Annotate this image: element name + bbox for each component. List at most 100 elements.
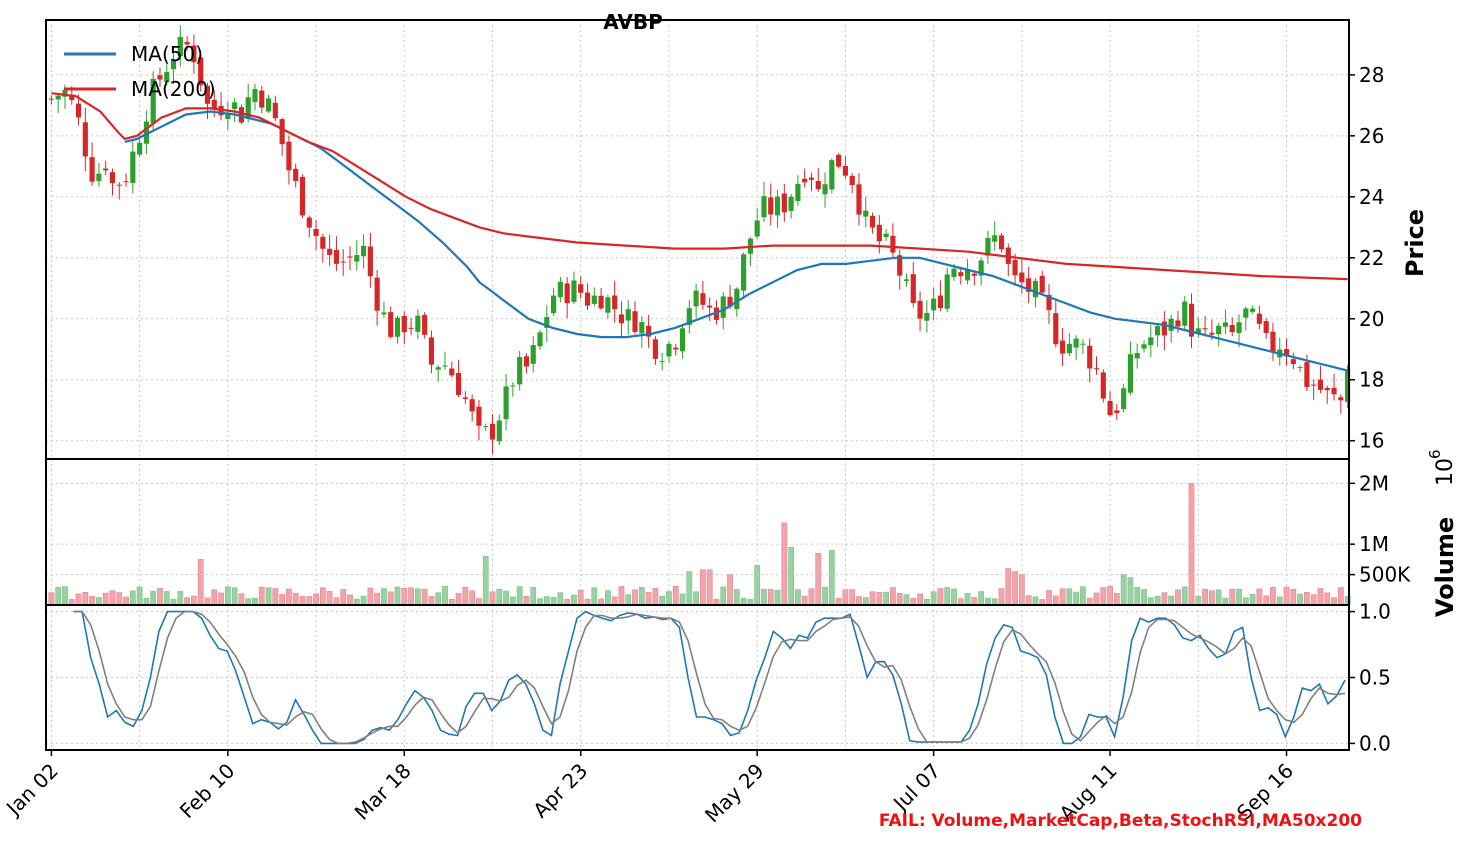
volume-bar [489, 591, 496, 606]
candle-body [958, 272, 964, 277]
volume-bar [828, 549, 835, 606]
volume-bar [1290, 589, 1297, 606]
candle-body [1087, 345, 1093, 369]
status-message: FAIL: Volume,MarketCap,Beta,StochRSI,MA5… [879, 811, 1362, 831]
oscillator-ytick-label: 0.5 [1359, 666, 1391, 690]
volume-bar [672, 585, 679, 606]
ma200-line [51, 92, 1348, 281]
candle-body [1059, 340, 1066, 354]
candle-body [625, 309, 631, 321]
volume-bar [1052, 595, 1059, 606]
volume-bar [706, 569, 713, 606]
volume-bar [1066, 588, 1073, 606]
volume-bar [951, 588, 957, 606]
volume-bar [1263, 595, 1270, 606]
candle-body [679, 328, 686, 352]
candle-body [1046, 294, 1052, 311]
volume-bar [550, 597, 557, 606]
volume-bar [89, 595, 95, 606]
candle-body [924, 312, 930, 321]
volume-bar [367, 587, 374, 606]
volume-bar [666, 591, 672, 606]
candle-body [428, 337, 435, 365]
volume-bar [129, 590, 136, 606]
candle-body [232, 102, 238, 110]
candle-body [164, 72, 170, 83]
candle-body [951, 268, 957, 278]
volume-bar [1331, 597, 1337, 606]
candle-body [707, 305, 713, 308]
candle-body [367, 246, 373, 277]
volume-bar [482, 556, 489, 606]
candle-body [143, 121, 149, 144]
candle-body [1107, 400, 1113, 416]
candle-body [1155, 326, 1161, 336]
volume-bar [727, 574, 733, 606]
volume-bar [917, 593, 923, 606]
volume-bar [1297, 593, 1303, 606]
candle-body [62, 90, 68, 97]
candle-body [964, 270, 971, 281]
candle-body [1317, 379, 1324, 390]
volume-bar [890, 587, 896, 606]
candle-body [89, 157, 95, 182]
volume-bar [1032, 596, 1039, 606]
volume-bar [1025, 595, 1032, 606]
volume-bar [428, 596, 435, 606]
candle-body [293, 168, 299, 182]
candle-body [1093, 368, 1100, 370]
candle-body [808, 177, 815, 180]
volume-bar [1120, 574, 1127, 606]
candle-body [48, 98, 54, 100]
xtick-label: May 29 [700, 759, 769, 828]
volume-bar [1270, 587, 1276, 606]
candle-body [1290, 359, 1296, 365]
volume-bar [1181, 586, 1188, 606]
volume-axis-label: Volume [1431, 517, 1459, 617]
price-axis-label: Price [1401, 209, 1429, 277]
volume-bar [496, 588, 503, 606]
candle-body [456, 372, 462, 396]
oscillator-k-line [73, 610, 1346, 745]
candle-body [279, 119, 285, 145]
volume-bar [1242, 597, 1249, 606]
candle-body [1222, 322, 1229, 327]
legend-ma50-label: MA(50) [131, 42, 203, 66]
volume-bar [659, 595, 666, 606]
candle-body [374, 277, 380, 311]
candle-body [761, 196, 767, 218]
candle-body [116, 184, 122, 186]
candle-body [1263, 321, 1269, 334]
candle-body [693, 290, 699, 307]
volume-bar [761, 588, 767, 606]
candle-body [191, 45, 197, 63]
ma50-line [124, 110, 1348, 372]
candle-body [883, 233, 889, 238]
volume-bar [1080, 586, 1086, 606]
candle-body [1168, 318, 1174, 331]
candle-body [700, 293, 706, 305]
volume-bar [360, 595, 367, 606]
candle-body [523, 356, 530, 367]
candle-body [1202, 328, 1208, 330]
volume-bar [516, 586, 523, 606]
volume-bar [1337, 587, 1344, 606]
candle-body [1161, 321, 1167, 336]
candle-body [1229, 325, 1235, 333]
volume-bar [1127, 577, 1134, 606]
volume-bar [218, 592, 224, 606]
volume-bar [557, 592, 564, 606]
candle-body [422, 314, 428, 335]
volume-bar [1018, 574, 1025, 606]
volume-bar [733, 589, 740, 606]
candle-body [55, 95, 61, 100]
volume-bar [849, 589, 856, 606]
candle-body [388, 312, 394, 337]
candle-body [198, 57, 204, 86]
volume-bar [313, 593, 319, 606]
candle-body [1297, 367, 1303, 369]
candle-body [795, 183, 801, 202]
volume-bar [96, 597, 102, 606]
candle-body [530, 345, 536, 364]
volume-bar [862, 597, 869, 606]
